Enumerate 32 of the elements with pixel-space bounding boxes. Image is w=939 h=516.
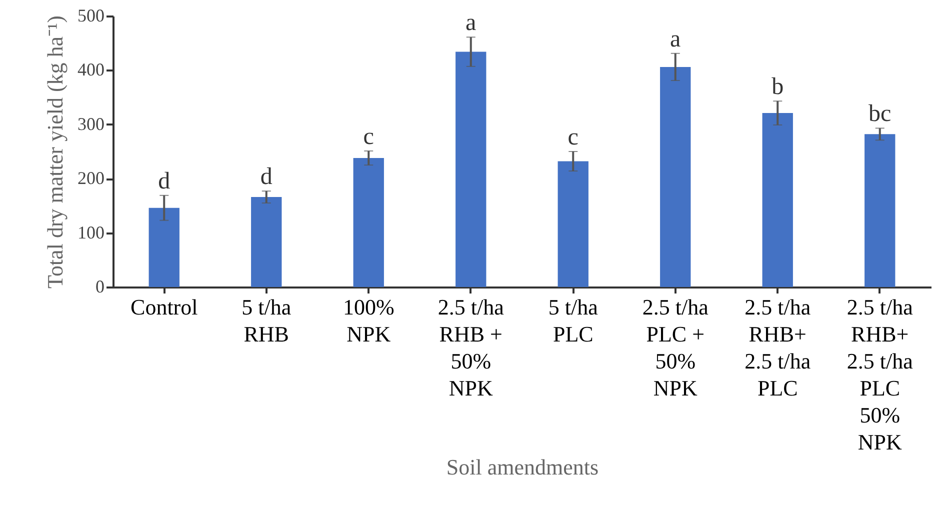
bar (558, 161, 588, 287)
bar (251, 197, 282, 287)
y-tick-label: 400 (78, 60, 104, 80)
annotation: d (158, 168, 170, 194)
x-tick-label: 100% NPK (342, 294, 394, 346)
y-tick-label: 0 (96, 276, 104, 296)
annotation: c (363, 124, 374, 150)
y-tick-label: 100 (78, 222, 104, 242)
x-axis-title: Soil amendments (446, 454, 599, 480)
bar (148, 208, 180, 287)
x-tick-label: 2.5 t/ha RHB+ 2.5 t/ha PLC 50% NPK (846, 294, 914, 454)
x-tick-label: Control (130, 294, 198, 320)
y-tick-label: 500 (78, 6, 104, 26)
y-tick-label: 300 (78, 114, 104, 134)
annotation: a (466, 10, 477, 36)
annotation: bc (868, 101, 892, 128)
bar (456, 52, 486, 287)
annotation: a (670, 26, 682, 52)
annotation: c (568, 124, 578, 150)
x-tick-label: 2.5 t/ha PLC + 50% NPK (642, 294, 709, 400)
annotation: b (772, 74, 784, 100)
y-tick-label: 200 (78, 168, 104, 188)
y-axis-title: Total dry matter yield (kg ha⁻¹) (42, 16, 68, 288)
x-tick-label: 2.5 t/ha RHB+ 2.5 t/ha PLC (744, 294, 811, 400)
bar (864, 134, 896, 287)
annotation: d (260, 164, 272, 190)
bar (353, 158, 384, 287)
x-tick-label: 2.5 t/ha RHB + 50% NPK (438, 294, 504, 400)
x-tick-label: 5 t/ha RHB (242, 294, 292, 346)
x-tick-label: 5 t/ha PLC (548, 294, 598, 346)
bar (660, 66, 691, 287)
bar (762, 113, 793, 287)
